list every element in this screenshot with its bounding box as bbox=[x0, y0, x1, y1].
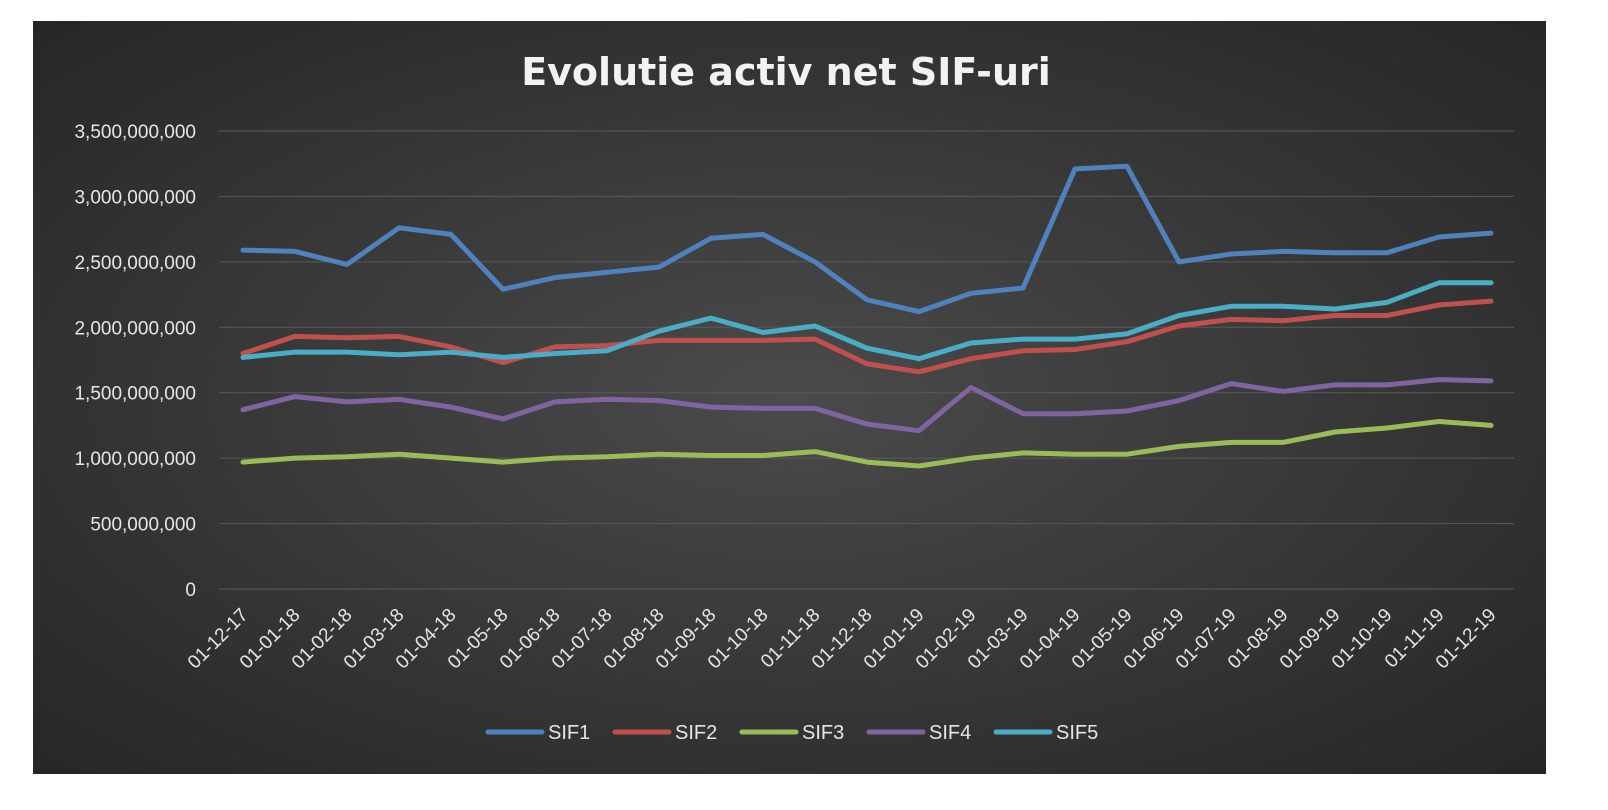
line-chart: Evolutie activ net SIF-uri 0 500,000,000 1… bbox=[74, 50, 1514, 744]
series-line-sif2 bbox=[240, 298, 1494, 375]
x-axis: 01-12-1701-01-1801-02-1801-03-1801-04-18… bbox=[184, 605, 1501, 674]
y-tick-label: 3,500,000,000 bbox=[74, 122, 196, 143]
chart-area: Evolutie activ net SIF-uri 0 500,000,000 1… bbox=[33, 21, 1546, 774]
chart-title: Evolutie activ net SIF-uri bbox=[521, 50, 1051, 94]
legend-label: SIF1 bbox=[548, 722, 590, 744]
legend-label: SIF2 bbox=[675, 722, 717, 744]
y-tick-label: 3,000,000,000 bbox=[74, 187, 196, 208]
y-tick-label: 500,000,000 bbox=[90, 515, 196, 536]
y-tick-label: 2,000,000,000 bbox=[74, 318, 196, 339]
grid bbox=[219, 130, 1514, 590]
series-line-sif3 bbox=[240, 419, 1494, 469]
y-tick-label: 1,500,000,000 bbox=[74, 384, 196, 405]
series-line-sif1 bbox=[240, 163, 1494, 315]
series-line-sif4 bbox=[240, 377, 1494, 434]
legend: SIF1 SIF2 SIF3 SIF4 SIF5 bbox=[485, 722, 1098, 744]
y-tick-label: 2,500,000,000 bbox=[74, 253, 196, 274]
series-line-sif5 bbox=[240, 280, 1494, 362]
y-tick-label: 1,000,000,000 bbox=[74, 449, 196, 470]
series-lines bbox=[240, 163, 1494, 469]
legend-label: SIF5 bbox=[1056, 722, 1098, 744]
y-axis: 0 500,000,000 1,000,000,000 1,500,000,000 2,… bbox=[74, 122, 196, 601]
legend-label: SIF3 bbox=[802, 722, 844, 744]
legend-label: SIF4 bbox=[929, 722, 971, 744]
y-tick-label: 0 bbox=[185, 580, 196, 601]
